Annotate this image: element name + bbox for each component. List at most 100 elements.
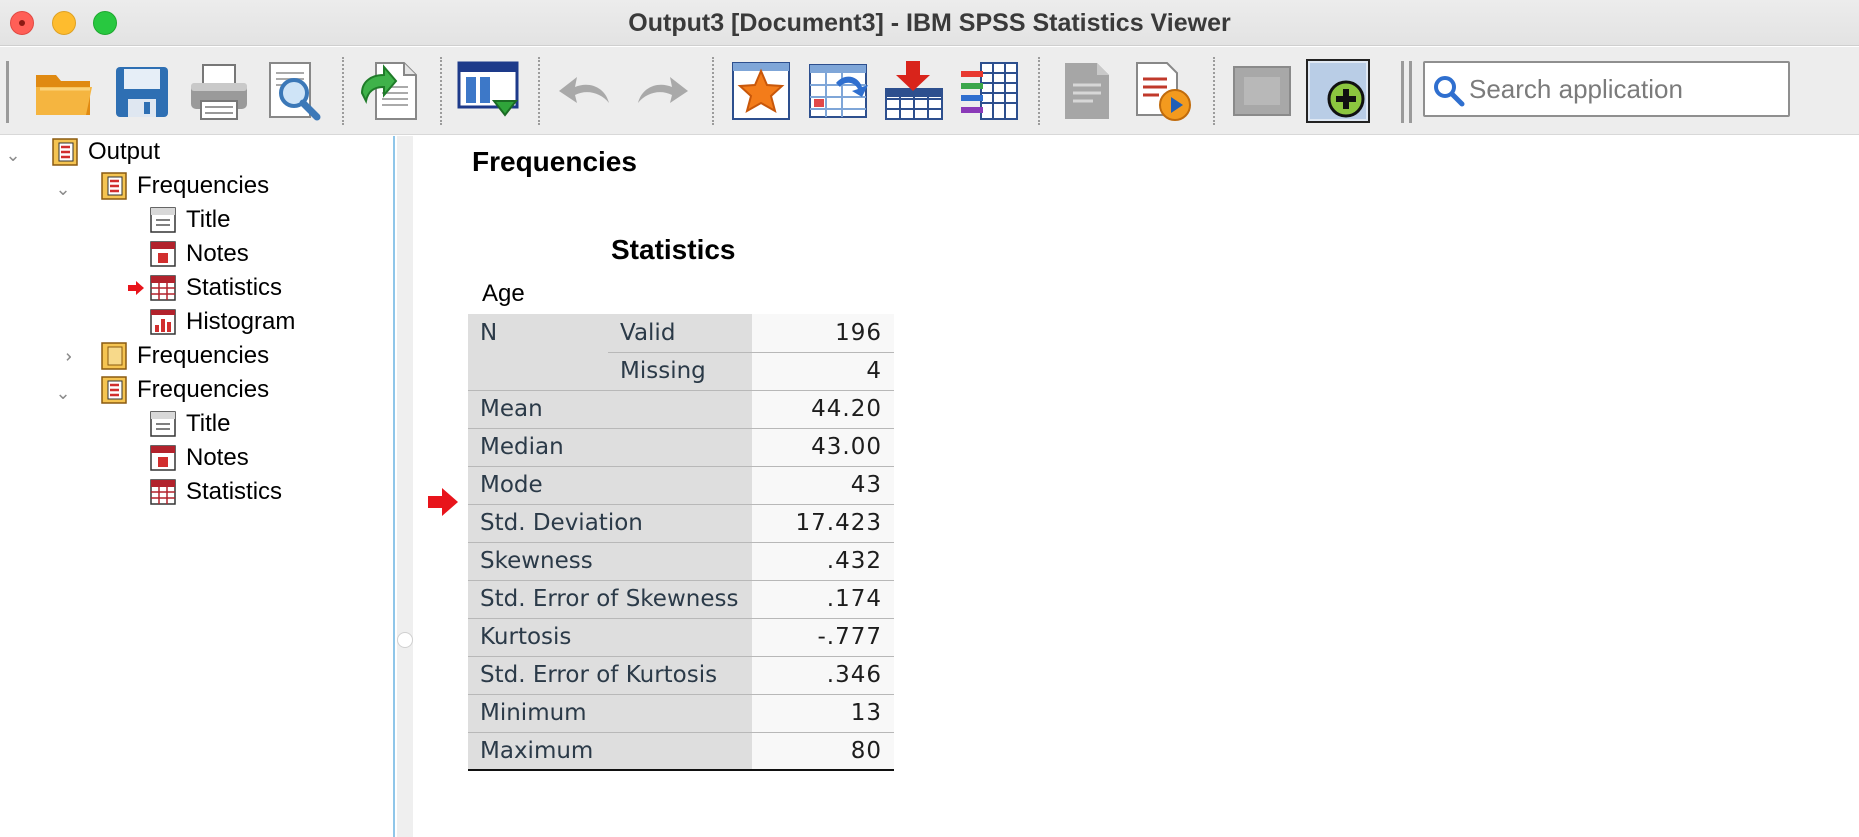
row-label: Kurtosis: [468, 618, 752, 657]
row-value[interactable]: 80: [752, 732, 894, 771]
search-input[interactable]: [1469, 71, 1779, 107]
current-item-arrow-icon: [428, 488, 458, 516]
notes-icon: [150, 445, 176, 471]
outline-item-frequencies[interactable]: Frequencies: [99, 374, 269, 406]
outline-item-label: Notes: [186, 444, 249, 471]
table-row: Std. Error of Skewness .174: [468, 580, 894, 619]
row-label: Mean: [468, 390, 752, 429]
disabled-button[interactable]: [1230, 59, 1294, 123]
row-value[interactable]: 17.423: [752, 504, 894, 543]
outline-item-title[interactable]: Title: [148, 408, 230, 440]
statistics-table-icon: [150, 479, 176, 505]
close-window-button[interactable]: [10, 11, 34, 35]
print-preview-icon: [269, 62, 321, 121]
export-icon: [360, 62, 417, 120]
goto-data-button[interactable]: [456, 59, 520, 123]
designate-window-icon: [1065, 63, 1109, 119]
row-sublabel: Missing: [608, 352, 752, 391]
toolbar-separator: [1213, 57, 1215, 125]
variables-button[interactable]: [957, 59, 1021, 123]
collapse-chevron-icon[interactable]: ⌄: [55, 179, 71, 199]
designate-window-button[interactable]: [1055, 59, 1119, 123]
row-value[interactable]: 4: [752, 352, 894, 391]
run-script-icon: [1136, 62, 1191, 121]
row-value[interactable]: -.777: [752, 618, 894, 657]
outline-item-frequencies[interactable]: Frequencies: [99, 170, 269, 202]
row-value[interactable]: 43: [752, 466, 894, 505]
outline-item-output[interactable]: Output: [50, 136, 160, 168]
row-value[interactable]: 196: [752, 314, 894, 353]
outline-item-statistics[interactable]: Statistics: [148, 476, 282, 508]
frequencies-book-icon: [101, 172, 127, 200]
row-value[interactable]: 43.00: [752, 428, 894, 467]
frequencies-closed-book-icon: [101, 342, 127, 370]
toolbar-grip[interactable]: [1409, 61, 1412, 123]
table-row: N Valid 196: [468, 314, 894, 353]
outline-item-label: Frequencies: [137, 376, 270, 403]
selection-arrow-icon: [128, 281, 144, 295]
add-new-button[interactable]: [1306, 59, 1370, 123]
row-label: Maximum: [468, 732, 752, 771]
goto-variable-button[interactable]: [806, 59, 870, 123]
run-script-button[interactable]: [1131, 59, 1195, 123]
outline-item-frequencies[interactable]: Frequencies: [99, 340, 269, 372]
row-label: Std. Deviation: [468, 504, 752, 543]
row-label: Minimum: [468, 694, 752, 733]
minimize-window-button[interactable]: [52, 11, 76, 35]
expand-chevron-icon[interactable]: ⌄: [55, 349, 75, 365]
redo-icon: [638, 77, 688, 103]
table-row: Missing 4: [468, 352, 894, 391]
window-title: Output3 [Document3] - IBM SPSS Statistic…: [628, 9, 1231, 37]
title-bar: Output3 [Document3] - IBM SPSS Statistic…: [0, 0, 1859, 46]
save-button[interactable]: [110, 59, 174, 123]
collapse-chevron-icon[interactable]: ⌄: [5, 145, 21, 165]
toolbar-separator: [342, 57, 344, 125]
toolbar-separator: [1038, 57, 1040, 125]
row-value[interactable]: 44.20: [752, 390, 894, 429]
toolbar-grip[interactable]: [6, 61, 9, 123]
redo-button[interactable]: [630, 59, 694, 123]
table-row: Std. Error of Kurtosis .346: [468, 656, 894, 695]
outline-item-label: Frequencies: [137, 172, 270, 199]
notes-icon: [150, 241, 176, 267]
row-value[interactable]: .432: [752, 542, 894, 581]
outline-item-label: Output: [88, 138, 161, 165]
outline-item-notes[interactable]: Notes: [148, 442, 249, 474]
row-value[interactable]: .174: [752, 580, 894, 619]
outline-item-notes[interactable]: Notes: [148, 238, 249, 270]
divider-knob[interactable]: [397, 632, 413, 648]
export-button[interactable]: [358, 59, 422, 123]
outline-pane: ⌄ Output ⌄ Frequencies Title Note: [0, 136, 395, 837]
toolbar-grip[interactable]: [1401, 61, 1404, 123]
open-button[interactable]: [32, 59, 96, 123]
table-title[interactable]: Statistics: [611, 234, 736, 265]
table-row: Maximum 80: [468, 732, 894, 771]
print-button[interactable]: [187, 59, 251, 123]
open-icon: [36, 75, 92, 115]
collapse-chevron-icon[interactable]: ⌄: [55, 383, 71, 403]
row-label: Std. Error of Skewness: [468, 580, 752, 619]
row-value[interactable]: .346: [752, 656, 894, 695]
pane-divider[interactable]: [397, 136, 413, 837]
outline-item-title[interactable]: Title: [148, 204, 230, 236]
disabled-icon: [1233, 66, 1291, 116]
maximize-window-button[interactable]: [93, 11, 117, 35]
search-box[interactable]: [1423, 61, 1790, 117]
outline-item-histogram[interactable]: Histogram: [148, 306, 295, 338]
print-preview-button[interactable]: [262, 59, 326, 123]
outline-item-label: Title: [186, 206, 231, 233]
outline-item-statistics[interactable]: Statistics: [148, 272, 282, 304]
search-icon: [1434, 76, 1465, 107]
toolbar-separator: [712, 57, 714, 125]
toolbar-separator: [440, 57, 442, 125]
insert-cases-button[interactable]: [882, 59, 946, 123]
variable-label: Age: [482, 280, 525, 307]
statistics-table[interactable]: N Valid 196 Missing 4 Mean 44.20 Median …: [468, 314, 894, 771]
section-title: Frequencies: [472, 146, 637, 177]
goto-variable-icon: [809, 64, 868, 118]
table-row: Mode 43: [468, 466, 894, 505]
undo-button[interactable]: [553, 59, 617, 123]
row-value[interactable]: 13: [752, 694, 894, 733]
goto-case-button[interactable]: [729, 59, 793, 123]
insert-cases-icon: [885, 61, 943, 120]
